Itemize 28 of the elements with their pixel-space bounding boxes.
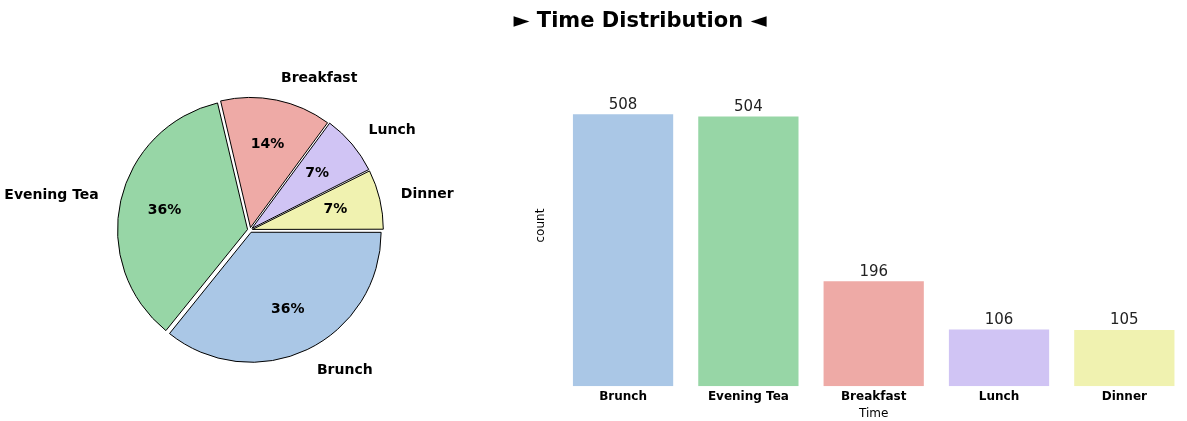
slice-label: Lunch	[368, 120, 416, 137]
data-label: 7%	[323, 200, 348, 217]
bar	[572, 114, 674, 387]
x-tick-label: Breakfast	[840, 388, 907, 403]
chart-title: ► Time Distribution ◄	[512, 8, 768, 32]
bar	[698, 116, 799, 387]
data-label: 504	[734, 96, 763, 115]
slice-label: Brunch	[316, 360, 373, 377]
data-label: 196	[859, 261, 889, 280]
x-axis-title: Time	[858, 405, 889, 420]
bar	[823, 281, 924, 387]
x-tick-label: Dinner	[1101, 388, 1148, 403]
data-label: 508	[608, 94, 638, 113]
slice-label: Dinner	[400, 184, 454, 201]
slice-label: Evening Tea	[4, 186, 99, 203]
y-axis-title: count	[533, 208, 548, 243]
x-tick-label: Brunch	[599, 388, 647, 403]
bar	[948, 329, 1050, 387]
slice-label: Breakfast	[280, 68, 358, 85]
x-tick-label: Lunch	[978, 388, 1020, 403]
data-label: 7%	[305, 164, 329, 181]
data-label: 14%	[250, 134, 285, 151]
data-label: 105	[1110, 310, 1139, 329]
data-label: 36%	[147, 201, 182, 218]
bar	[1074, 329, 1175, 387]
data-label: 36%	[271, 299, 305, 316]
data-label: 106	[984, 309, 1014, 328]
x-tick-label: Evening Tea	[707, 388, 789, 403]
